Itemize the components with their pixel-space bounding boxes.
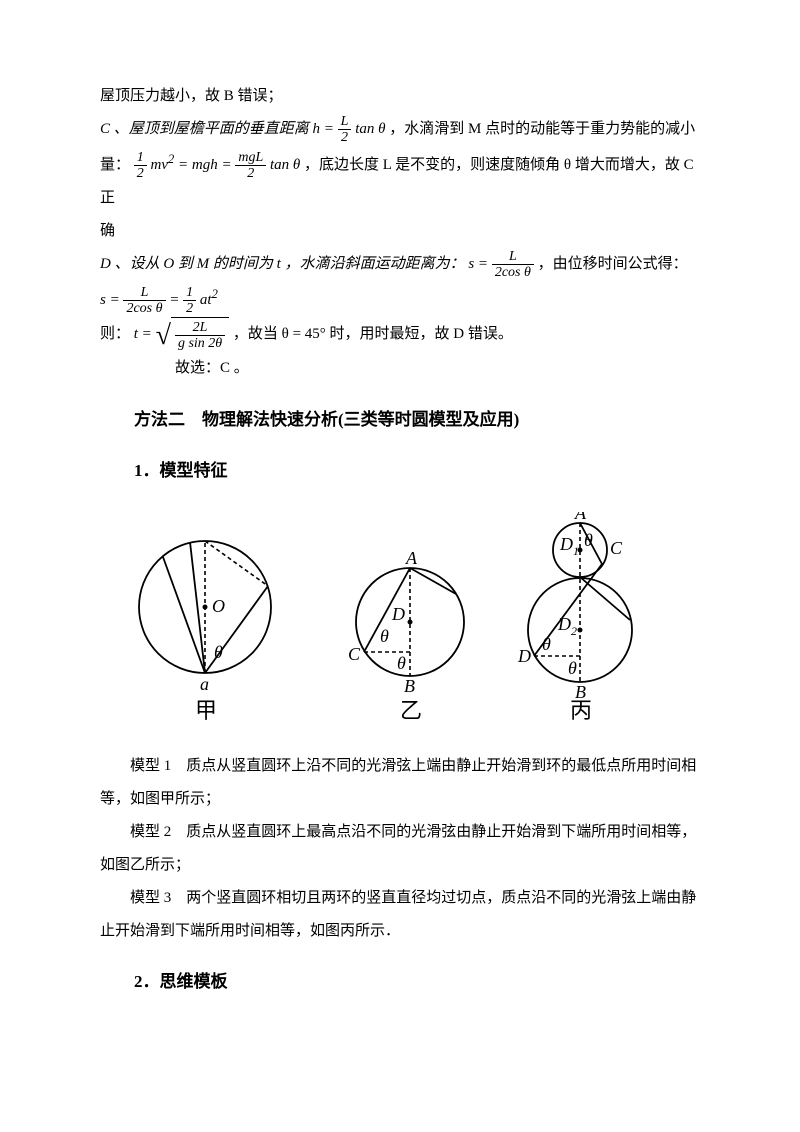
caption-yi: 乙 xyxy=(400,698,422,723)
eq-sat: s = L2cos θ = 12 at2 xyxy=(100,292,218,308)
heading-thought-template: 2．思维模板 xyxy=(100,965,700,999)
label-D-bing: D xyxy=(517,646,531,666)
label-theta-b3: θ xyxy=(568,658,577,678)
para-b-error: 屋顶压力越小，故 B 错误； xyxy=(100,80,700,113)
label-theta-b2: θ xyxy=(542,634,551,654)
caption-jia: 甲 xyxy=(195,698,217,723)
para-answer: 故选：C 。 xyxy=(100,352,700,385)
eq-t: t = √2Lg sin 2θ xyxy=(134,326,233,342)
text-d-conclusion: ，故当 θ = 45° 时，用时最短，故 D 错误。 xyxy=(233,326,513,342)
model-3: 模型 3 两个竖直圆环相切且两环的竖直直径均过切点，质点沿不同的光滑弦上端由静止… xyxy=(100,882,700,948)
fig-bing: A C D1 θ D2 D θ θ B 丙 xyxy=(517,512,632,723)
heading-model-feature: 1．模型特征 xyxy=(100,454,700,488)
eq-h: h = L2 tan θ xyxy=(313,121,390,137)
para-ze: 则： t = √2Lg sin 2θ ，故当 θ = 45° 时，用时最短，故 … xyxy=(100,317,700,352)
model-1: 模型 1 质点从竖直圆环上沿不同的光滑弦上端由静止开始滑到环的最低点所用时间相等… xyxy=(100,750,700,816)
text-d-suffix: ，由位移时间公式得： xyxy=(538,256,688,272)
label-theta-yi1: θ xyxy=(380,626,389,646)
label-O: O xyxy=(212,596,225,616)
label-theta-b1: θ xyxy=(584,530,593,550)
text-c-prefix: C 、屋顶到屋檐平面的垂直距离 xyxy=(100,121,309,137)
para-d-setup: D 、设从 O 到 M 的时间为 t ，水滴沿斜面运动距离为： s = L2co… xyxy=(100,248,700,281)
para-energy: 量： 12 mv2 = mgh = mgL2 tan θ ，底边长度 L 是不变… xyxy=(100,146,700,215)
label-B-yi: B xyxy=(404,676,415,696)
fig-jia: O a θ 甲 xyxy=(139,541,271,723)
label-a: a xyxy=(200,674,209,694)
label-D2: D2 xyxy=(557,614,577,638)
para-c-distance: C 、屋顶到屋檐平面的垂直距离 h = L2 tan θ ，水滴滑到 M 点时的… xyxy=(100,113,700,146)
diagram-container: O a θ 甲 A B C D θ θ 乙 xyxy=(100,512,700,742)
caption-bing: 丙 xyxy=(570,698,592,723)
label-C-yi: C xyxy=(348,644,361,664)
label-A-bing: A xyxy=(574,512,587,523)
label-theta-yi2: θ xyxy=(397,653,406,673)
heading-method2: 方法二 物理解法快速分析(三类等时圆模型及应用) xyxy=(100,403,700,437)
label-D-yi: D xyxy=(391,604,405,624)
eq-energy: 12 mv2 = mgh = mgL2 tan θ xyxy=(134,157,304,173)
isochronous-circle-diagram: O a θ 甲 A B C D θ θ 乙 xyxy=(120,512,680,742)
text-qty: 量： xyxy=(100,157,130,173)
label-A-yi: A xyxy=(405,548,418,568)
fig-yi: A B C D θ θ 乙 xyxy=(348,548,464,723)
eq-s: s = L2cos θ xyxy=(468,256,537,272)
model-2: 模型 2 质点从竖直圆环上最高点沿不同的光滑弦由静止开始滑到下端所用时间相等，如… xyxy=(100,816,700,882)
para-eq-sat: s = L2cos θ = 12 at2 xyxy=(100,281,700,317)
text-ze: 则： xyxy=(100,326,130,342)
label-theta-jia: θ xyxy=(214,642,223,662)
text-c-suffix: ，水滴滑到 M 点时的动能等于重力势能的减小 xyxy=(389,121,695,137)
text-d-prefix: D 、设从 O 到 M 的时间为 t ，水滴沿斜面运动距离为： xyxy=(100,256,465,272)
label-C-bing: C xyxy=(610,538,623,558)
para-correct: 确 xyxy=(100,215,700,248)
label-D1: D1 xyxy=(559,534,579,558)
